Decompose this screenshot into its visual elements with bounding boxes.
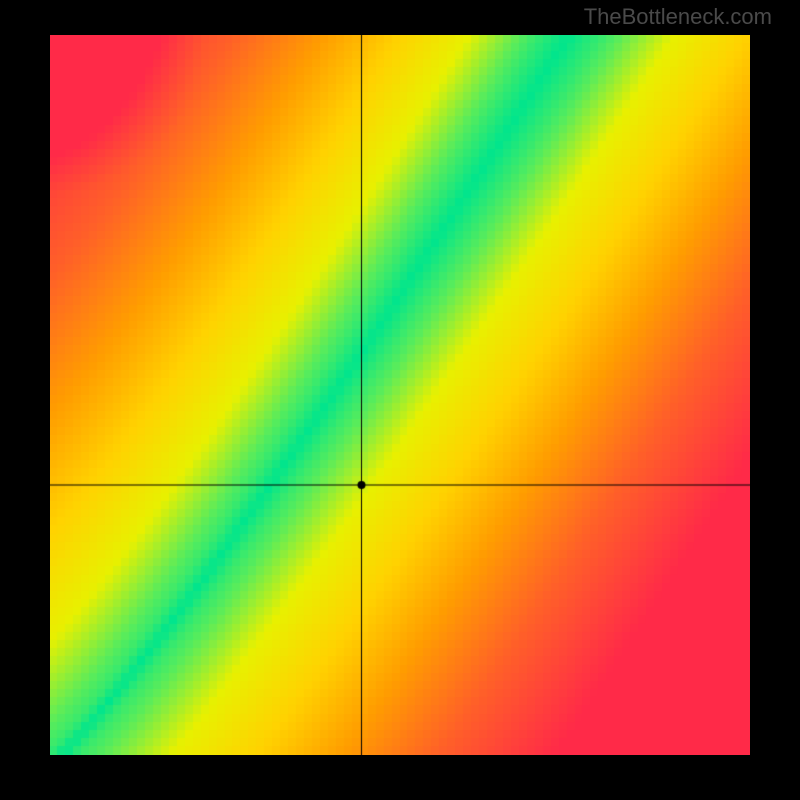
watermark-label: TheBottleneck.com bbox=[584, 4, 772, 30]
heatmap-canvas bbox=[50, 35, 750, 755]
chart-container: TheBottleneck.com bbox=[0, 0, 800, 800]
bottleneck-heatmap bbox=[50, 35, 750, 755]
